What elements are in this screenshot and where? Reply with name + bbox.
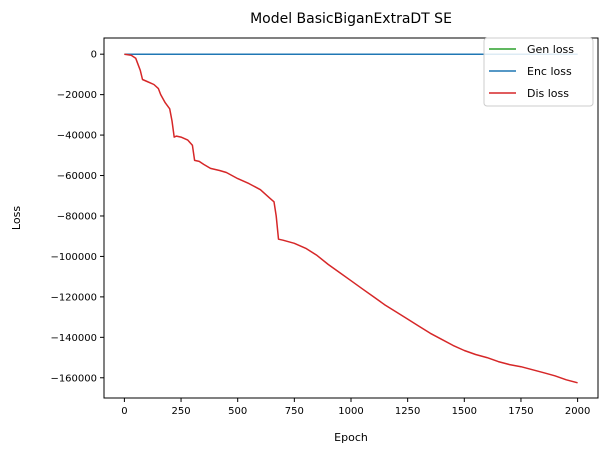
- x-tick-label: 1500: [452, 406, 477, 417]
- y-tick-label: −20000: [57, 90, 97, 101]
- x-tick-label: 1000: [338, 406, 363, 417]
- y-axis-label: Loss: [10, 206, 23, 230]
- chart-title: Model BasicBiganExtraDT SE: [250, 11, 452, 27]
- axes: 0 250 500 750 1000 1250 1500 1750 2000 0 −20000 −40…: [50, 50, 590, 417]
- legend-entry: Dis loss: [527, 87, 569, 100]
- x-tick-label: 2000: [565, 406, 590, 417]
- x-tick-label: 250: [171, 406, 190, 417]
- y-tick-label: −60000: [57, 171, 97, 182]
- x-axis-label: Epoch: [334, 431, 368, 444]
- series-line-2: [124, 53, 578, 384]
- y-tick-label: −80000: [57, 211, 97, 222]
- x-tick-label: 0: [121, 406, 127, 417]
- y-tick-label: −100000: [50, 252, 97, 263]
- y-tick-label: 0: [91, 50, 97, 61]
- x-tick-label: 500: [228, 406, 247, 417]
- y-tick-label: −140000: [50, 333, 97, 344]
- y-tick-label: −120000: [50, 292, 97, 303]
- legend-entry: Enc loss: [527, 65, 572, 78]
- y-tick-label: −40000: [57, 131, 97, 142]
- legend: Gen loss Enc loss Dis loss: [483, 37, 594, 107]
- legend-box: [483, 37, 594, 107]
- x-tick-label: 1750: [508, 406, 533, 417]
- y-tick-label: −160000: [50, 373, 97, 384]
- x-tick-label: 750: [285, 406, 304, 417]
- legend-entry: Gen loss: [527, 43, 574, 56]
- x-tick-label: 1250: [395, 406, 420, 417]
